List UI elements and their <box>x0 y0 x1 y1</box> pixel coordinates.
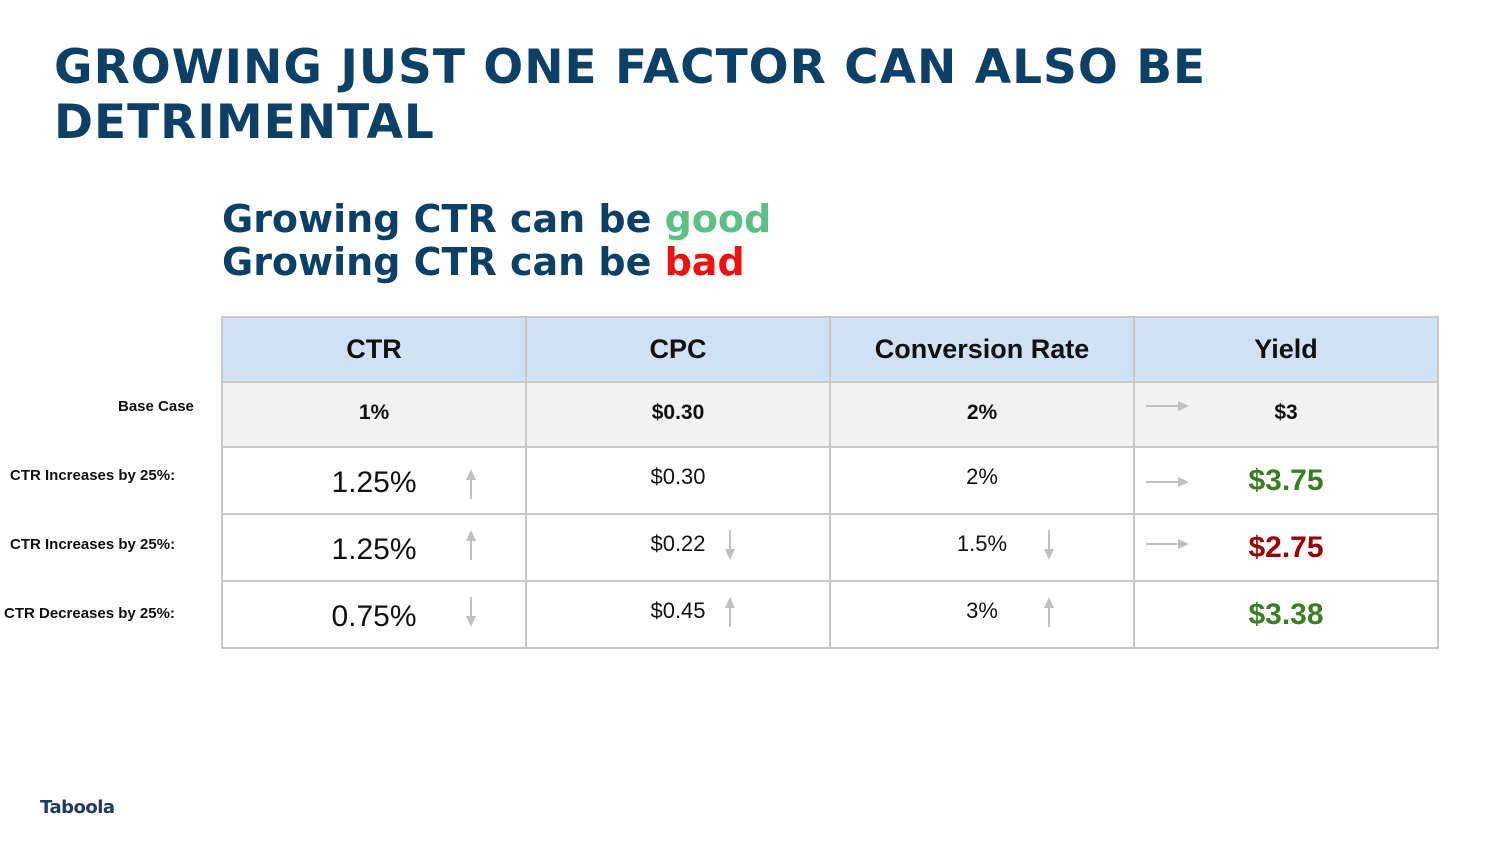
value-yield: $3 <box>1274 401 1298 424</box>
table-row-ctr-decrease: 0.75% $0.45 3% $3.38 <box>221 580 1439 649</box>
header-ctr: CTR <box>221 316 527 383</box>
cell-ctr: 1.25% <box>221 513 527 582</box>
table-row-ctr-increase-1: 1.25% $0.30 2% $3.75 <box>221 446 1439 515</box>
value-conversion: 2% <box>966 401 998 424</box>
value-ctr: 1% <box>358 401 390 424</box>
cell-cpc: $0.45 <box>525 580 831 649</box>
cell-cpc: $0.30 <box>525 446 831 515</box>
arrow-right-icon <box>1146 477 1189 487</box>
subtitle-bad-word: bad <box>664 240 745 284</box>
arrow-down-icon <box>725 530 735 560</box>
arrow-right-icon <box>1146 539 1189 549</box>
value-cpc: $0.45 <box>650 598 706 623</box>
cell-yield: $3 <box>1133 381 1439 448</box>
cell-ctr: 0.75% <box>221 580 527 649</box>
slide-title: GROWING JUST ONE FACTOR CAN ALSO BE DETR… <box>54 40 1207 150</box>
header-cpc: CPC <box>525 316 831 383</box>
value-yield: $3.75 <box>1248 464 1324 497</box>
cell-conversion: 1.5% <box>829 513 1135 582</box>
value-cpc: $0.22 <box>650 531 706 556</box>
value-ctr: 0.75% <box>331 600 417 633</box>
header-conversion-rate: Conversion Rate <box>829 316 1135 383</box>
cell-conversion: 2% <box>829 381 1135 448</box>
row-label-base-case: Base Case <box>118 398 194 415</box>
value-cpc: $0.30 <box>651 401 705 424</box>
cell-cpc: $0.22 <box>525 513 831 582</box>
slide-subtitle: Growing CTR can be good Growing CTR can … <box>222 198 771 284</box>
arrow-right-icon <box>1146 401 1189 411</box>
table-row-base-case: 1% $0.30 2% $3 <box>221 381 1439 448</box>
cell-yield: $3.75 <box>1133 446 1439 515</box>
yield-table: CTR CPC Conversion Rate Yield 1% $0.30 2… <box>221 316 1439 649</box>
subtitle-line1-prefix: Growing CTR can be <box>222 197 665 241</box>
row-label-ctr-decrease: CTR Decreases by 25%: <box>4 605 175 622</box>
subtitle-line2-prefix: Growing CTR can be <box>222 240 665 284</box>
subtitle-line-good: Growing CTR can be good <box>222 198 771 241</box>
subtitle-line-bad: Growing CTR can be bad <box>222 241 771 284</box>
cell-conversion: 3% <box>829 580 1135 649</box>
table-header-row: CTR CPC Conversion Rate Yield <box>221 316 1439 383</box>
value-yield: $3.38 <box>1248 598 1324 631</box>
taboola-logo: Taboola <box>40 797 115 818</box>
subtitle-good-word: good <box>664 197 772 241</box>
value-yield: $2.75 <box>1248 531 1324 564</box>
arrow-down-icon <box>1044 530 1054 560</box>
header-yield: Yield <box>1133 316 1439 383</box>
value-conversion: 2% <box>966 464 998 489</box>
arrow-down-icon <box>466 597 476 627</box>
cell-yield: $3.38 <box>1133 580 1439 649</box>
cell-cpc: $0.30 <box>525 381 831 448</box>
arrow-up-icon <box>725 597 735 627</box>
value-conversion: 3% <box>966 598 998 623</box>
row-label-ctr-increase-1: CTR Increases by 25%: <box>10 467 176 484</box>
value-ctr: 1.25% <box>331 533 417 566</box>
row-label-ctr-increase-2: CTR Increases by 25%: <box>10 536 176 553</box>
value-cpc: $0.30 <box>650 464 706 489</box>
table-row-ctr-increase-2: 1.25% $0.22 1.5% $2.75 <box>221 513 1439 582</box>
cell-yield: $2.75 <box>1133 513 1439 582</box>
arrow-up-icon <box>466 530 476 560</box>
cell-ctr: 1% <box>221 381 527 448</box>
arrow-up-icon <box>1044 597 1054 627</box>
arrow-up-icon <box>466 469 476 499</box>
cell-conversion: 2% <box>829 446 1135 515</box>
value-ctr: 1.25% <box>331 466 417 499</box>
cell-ctr: 1.25% <box>221 446 527 515</box>
value-conversion: 1.5% <box>956 531 1008 556</box>
